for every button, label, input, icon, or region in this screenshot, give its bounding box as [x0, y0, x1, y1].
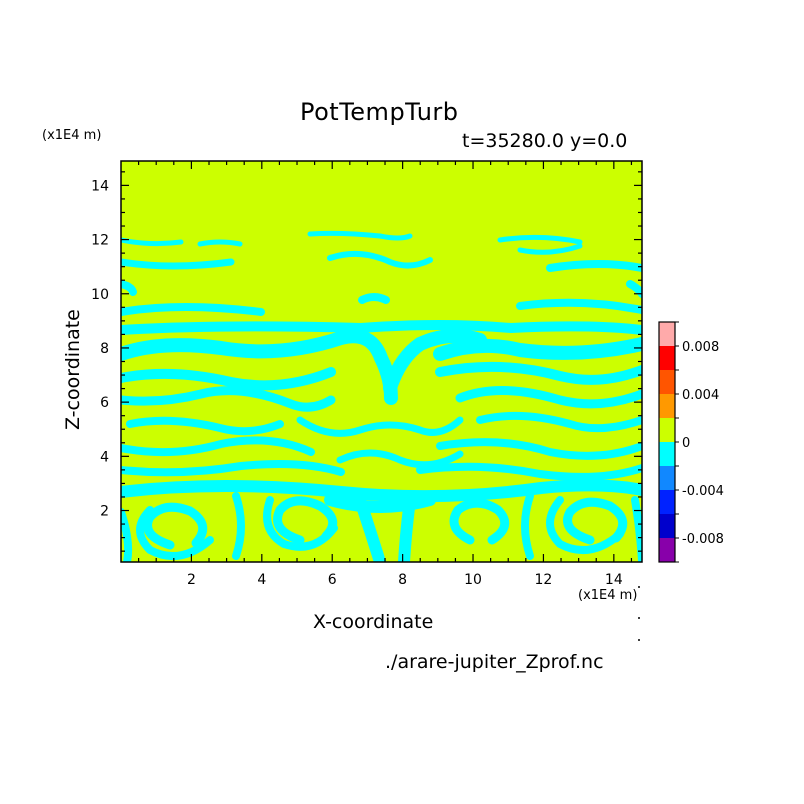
- colorbar-swatch: [659, 418, 675, 442]
- y-axis-unit: (x1E4 m): [42, 128, 102, 143]
- colorbar-swatch: [659, 466, 675, 490]
- colorbar-tick-label: 0.008: [682, 340, 719, 355]
- x-tick-label: 14: [605, 572, 623, 588]
- chart-title: PotTempTurb: [300, 98, 459, 126]
- y-tick-label: 6: [100, 395, 109, 411]
- x-tick-label: 2: [187, 572, 196, 588]
- y-tick-label: 4: [100, 449, 109, 465]
- colorbar-swatch: [659, 370, 675, 394]
- source-file-label: ./arare-jupiter_Zprof.nc: [385, 651, 604, 673]
- x-axis-label: X-coordinate: [313, 611, 434, 633]
- colorbar-tick-label: 0.004: [682, 388, 719, 403]
- colorbar-tick-label: -0.004: [682, 484, 724, 499]
- x-tick-label: 10: [464, 572, 482, 588]
- x-tick-label: 6: [328, 572, 337, 588]
- small-dots: [638, 586, 640, 641]
- x-tick-label: 12: [535, 572, 553, 588]
- y-tick-label: 12: [91, 233, 109, 249]
- colorbar-swatch: [659, 442, 675, 466]
- colorbar-swatch: [659, 346, 675, 370]
- y-tick-label: 8: [100, 341, 109, 357]
- colorbar: 0.008 0.004 0 -0.004 -0.008: [658, 321, 724, 563]
- y-tick-label: 14: [91, 178, 109, 194]
- y-tick-label: 10: [91, 287, 109, 303]
- contour-field: [121, 230, 642, 562]
- x-tick-label: 8: [398, 572, 407, 588]
- x-tick-label: 4: [257, 572, 266, 588]
- x-axis-unit: (x1E4 m): [578, 588, 638, 603]
- chart-subtitle: t=35280.0 y=0.0: [462, 130, 628, 152]
- colorbar-swatch: [659, 490, 675, 514]
- colorbar-swatch: [659, 514, 675, 538]
- y-tick-label: 2: [100, 504, 109, 520]
- colorbar-swatch: [659, 322, 675, 346]
- colorbar-swatch: [659, 538, 675, 562]
- colorbar-tick-label: 0: [682, 436, 690, 451]
- colorbar-tick-label: -0.008: [682, 532, 724, 547]
- colorbar-swatch: [659, 394, 675, 418]
